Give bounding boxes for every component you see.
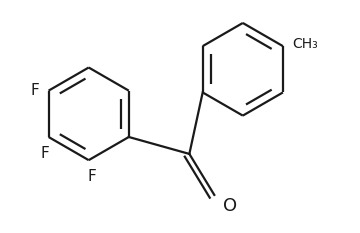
Text: O: O — [223, 197, 237, 215]
Text: F: F — [41, 146, 49, 161]
Text: F: F — [88, 169, 96, 184]
Text: CH₃: CH₃ — [292, 37, 318, 51]
Text: F: F — [31, 83, 40, 98]
